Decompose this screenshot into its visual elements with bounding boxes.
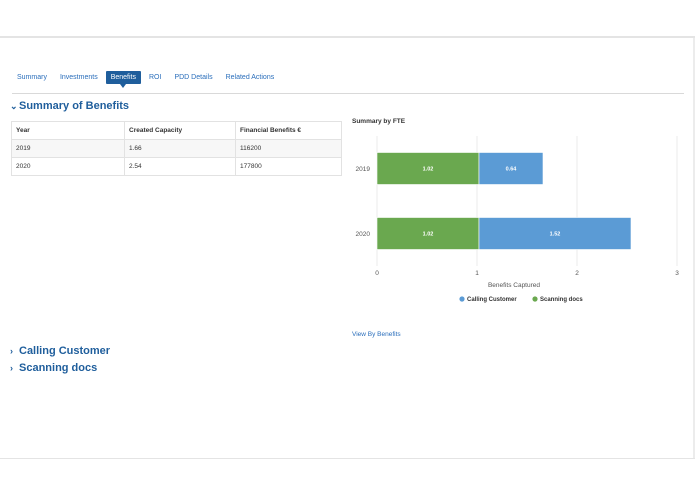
bar-data-label: 0.64 [506, 167, 518, 173]
tab-summary[interactable]: Summary [17, 73, 47, 81]
bar-data-label: 1.52 [550, 232, 561, 238]
x-tick-label: 0 [375, 270, 379, 277]
view-by-benefits-link[interactable]: View By Benefits [352, 331, 401, 338]
tab-roi[interactable]: ROI [149, 73, 162, 81]
table-cell: 2020 [11, 157, 125, 176]
chevron-right-icon: › [10, 363, 13, 373]
tab-investments[interactable]: Investments [59, 73, 98, 81]
table-cell: 177800 [235, 157, 342, 176]
table-cell: 1.66 [124, 139, 236, 158]
top-divider [0, 36, 695, 38]
chevron-right-icon: › [10, 346, 13, 356]
legend-label: Scanning docs [540, 297, 583, 303]
scanning-docs-toggle[interactable]: › Scanning docs [10, 362, 97, 374]
x-tick-label: 2 [575, 270, 579, 277]
calling-customer-title: Calling Customer [19, 345, 111, 357]
scanning-docs-title: Scanning docs [19, 362, 98, 374]
tab-pdd-details[interactable]: PDD Details [174, 73, 213, 81]
column-header-financial-benefits: Financial Benefits € [235, 121, 342, 140]
table-header-row: Year Created Capacity Financial Benefits… [11, 121, 342, 140]
x-tick-label: 3 [675, 270, 679, 277]
chevron-down-icon: ⌄ [10, 100, 18, 111]
y-tick-label: 2019 [356, 166, 371, 173]
table-row: 2020 2.54 177800 [11, 157, 342, 176]
tab-bar: Summary Investments Benefits ROI PDD Det… [12, 68, 282, 88]
x-tick-label: 1 [475, 270, 479, 277]
bar-data-label: 1.02 [423, 167, 434, 173]
chart-title: Summary by FTE [352, 118, 406, 125]
summary-of-benefits-toggle[interactable]: ⌄ Summary of Benefits [10, 100, 129, 112]
y-tick-label: 2020 [356, 231, 371, 238]
table-cell: 116200 [235, 139, 342, 158]
summary-by-fte-chart: 0 1 2 3 Benefits Captured 2019 1.02 0.64 2020 1.0… [356, 136, 679, 303]
bottom-divider [0, 458, 695, 459]
benefits-table: Year Created Capacity Financial Benefits… [11, 121, 342, 176]
column-header-created-capacity: Created Capacity [124, 121, 236, 140]
summary-of-benefits-title: Summary of Benefits [19, 100, 130, 112]
x-axis-title: Benefits Captured [488, 282, 540, 289]
legend-marker [532, 296, 538, 302]
right-border [693, 38, 695, 458]
tabs-divider [12, 93, 684, 94]
tab-related-actions[interactable]: Related Actions [225, 73, 275, 81]
bar-segment [478, 217, 632, 250]
table-cell: 2019 [11, 139, 125, 158]
bar-segment [376, 217, 480, 250]
tab-benefits[interactable]: Benefits [105, 70, 141, 88]
column-header-year: Year [11, 121, 125, 140]
bar-data-label: 1.02 [423, 232, 434, 238]
legend-label: Calling Customer [467, 297, 517, 303]
bar-segment [376, 152, 480, 185]
table-row: 2019 1.66 116200 [11, 139, 342, 158]
calling-customer-toggle[interactable]: › Calling Customer [10, 345, 110, 357]
bar-segment [478, 152, 544, 185]
table-cell: 2.54 [124, 157, 236, 176]
legend-marker [459, 296, 465, 302]
